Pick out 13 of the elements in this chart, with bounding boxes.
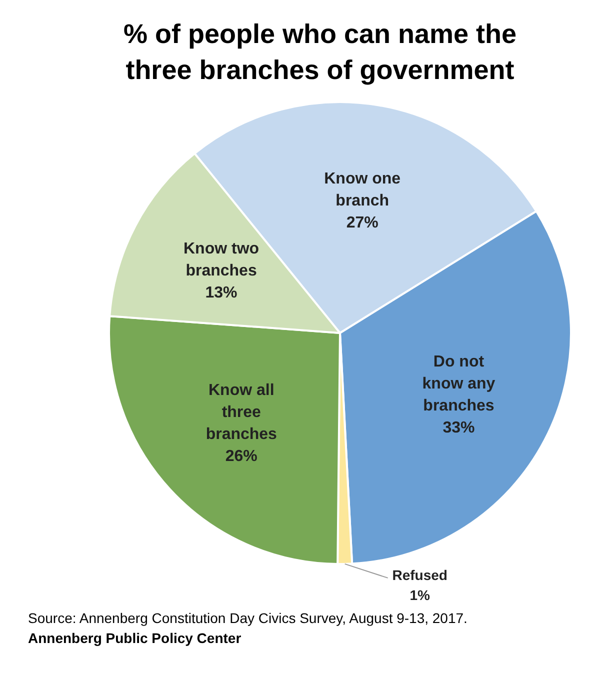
slice-label: Refused [392, 566, 448, 583]
chart-title: % of people who can name the three branches of government [122, 18, 518, 87]
slice-label: Know two branches [183, 240, 260, 280]
data-label: 33% [442, 419, 475, 436]
slice-label: Do not know any branches [422, 353, 496, 414]
data-label: 13% [205, 284, 238, 302]
slice-label: Know one branch [324, 170, 401, 210]
text: Annenberg Public Policy Center [28, 629, 242, 648]
data-label: 26% [225, 448, 258, 466]
data-label: 27% [346, 214, 378, 232]
data-label: 1% [410, 586, 431, 603]
source-note: Source: Annenberg Constitution Day Civics Survey, August 9-13, 2017. [28, 609, 468, 628]
slice-label: Know all three branches [206, 382, 278, 444]
